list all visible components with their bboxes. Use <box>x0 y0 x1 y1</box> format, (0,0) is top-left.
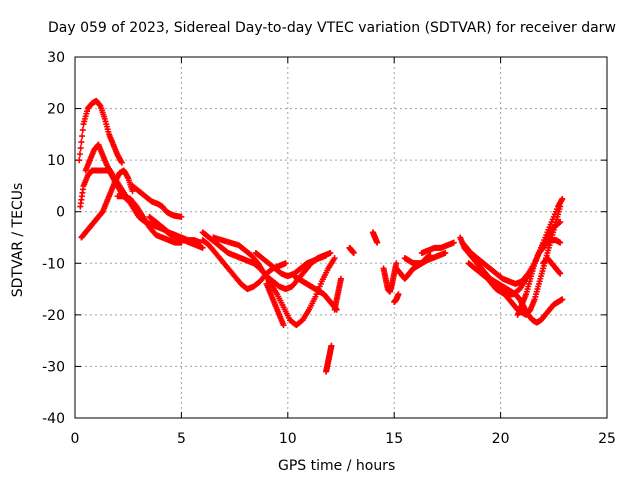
data-point <box>559 195 566 202</box>
series-track-18 <box>380 260 400 295</box>
data-point <box>391 298 398 305</box>
data-point <box>280 322 287 329</box>
series-track-15 <box>331 275 344 313</box>
y-tick-label: -40 <box>42 411 65 427</box>
series-track-19 <box>393 252 434 282</box>
y-tick-label: -10 <box>42 256 65 272</box>
data-point <box>557 219 564 226</box>
data-point <box>79 133 86 140</box>
axes <box>74 56 608 419</box>
data-point <box>442 249 449 256</box>
data-points <box>76 97 566 375</box>
chart-title: Day 059 of 2023, Sidereal Day-to-day VTE… <box>48 20 616 36</box>
data-point <box>178 239 185 246</box>
data-point <box>327 249 334 256</box>
data-point <box>350 249 357 256</box>
data-point <box>78 139 85 146</box>
data-point <box>199 244 206 251</box>
series-track-20 <box>401 249 449 267</box>
data-point <box>282 260 289 267</box>
data-point <box>393 260 400 267</box>
data-point <box>178 213 185 220</box>
data-point <box>450 239 457 246</box>
data-point <box>557 239 564 246</box>
series-track-21 <box>391 291 402 305</box>
series-track-1 <box>76 97 125 166</box>
series-track-17 <box>369 229 381 246</box>
x-axis-label: GPS time / hours <box>278 458 396 474</box>
data-point <box>76 151 83 158</box>
data-point <box>331 255 338 262</box>
series-track-7 <box>146 213 204 246</box>
series-track-10 <box>210 234 338 329</box>
x-tick-label: 5 <box>177 431 186 447</box>
y-tick-label: 0 <box>56 205 65 221</box>
data-point <box>77 145 84 152</box>
plot-frame <box>74 56 608 419</box>
y-tick-label: 30 <box>47 50 65 66</box>
y-tick-label: -20 <box>42 308 65 324</box>
x-tick-label: 25 <box>598 431 616 447</box>
x-tick-label: 20 <box>492 431 510 447</box>
data-point <box>557 270 564 277</box>
data-point <box>79 127 86 134</box>
data-point <box>556 219 563 226</box>
y-axis-label: SDTVAR / TECUs <box>10 182 26 298</box>
series-track-3 <box>78 167 136 241</box>
series-track-14 <box>323 342 335 375</box>
data-point <box>559 296 566 303</box>
y-tick-label: 10 <box>47 153 65 169</box>
series-track-5 <box>114 193 185 246</box>
series-track-28 <box>540 255 564 277</box>
series-track-27 <box>514 237 564 318</box>
series-track-22 <box>418 239 457 256</box>
data-point <box>129 188 136 195</box>
series-track-11 <box>252 249 330 280</box>
grid-lines <box>75 57 607 418</box>
data-point <box>338 275 344 282</box>
data-point <box>76 157 83 164</box>
data-point <box>328 342 335 349</box>
data-point <box>323 252 330 259</box>
x-tick-label: 15 <box>385 431 403 447</box>
series-track-16 <box>346 244 357 256</box>
x-tick-label: 0 <box>71 431 80 447</box>
data-point <box>118 159 125 166</box>
tick-labels: 0 5 10 15 20 25 -40 -30 -20 -10 0 10 20 30 <box>42 50 616 447</box>
x-tick-label: 10 <box>279 431 297 447</box>
y-tick-label: 20 <box>47 102 65 118</box>
data-point <box>374 239 381 246</box>
series-track-12 <box>263 280 287 329</box>
y-tick-label: -30 <box>42 359 65 375</box>
series-track-6 <box>129 182 185 220</box>
